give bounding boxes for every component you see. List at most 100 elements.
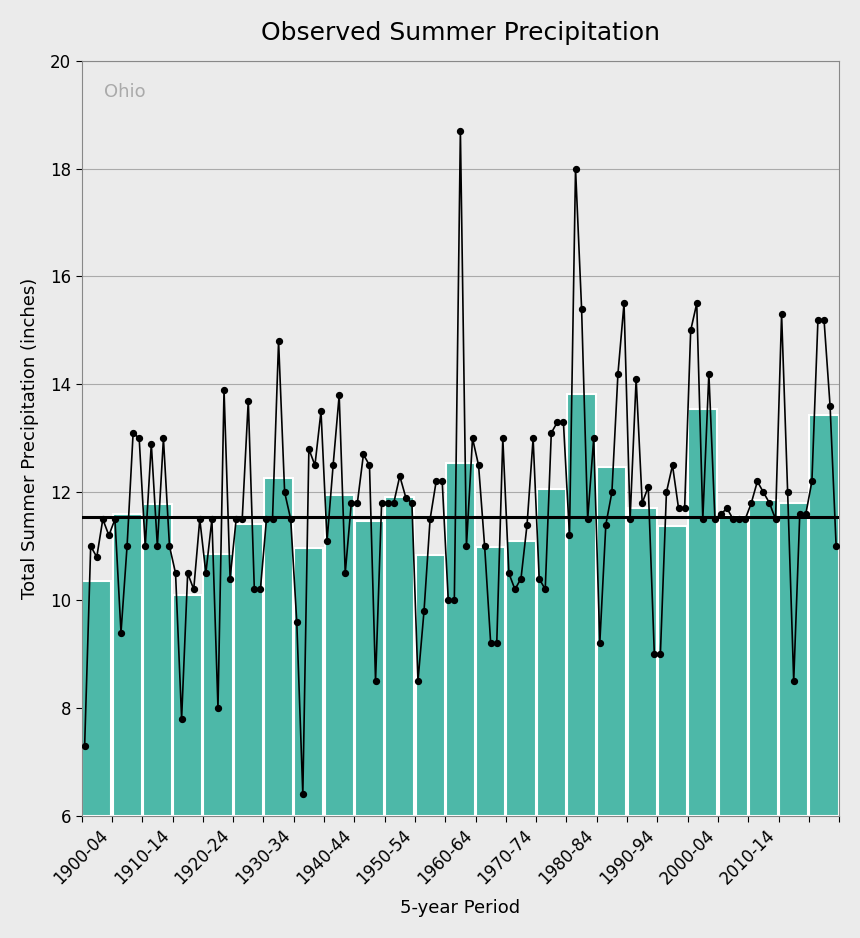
Point (411, 673, 425, 688)
Point (266, 512, 280, 527)
Point (672, 501, 685, 516)
Point (441, 593, 455, 608)
Point (811, 312, 825, 327)
Bar (355, 522, 384, 816)
Point (787, 673, 801, 688)
Point (587, 431, 600, 446)
Point (471, 458, 485, 473)
Point (254, 582, 267, 597)
Bar (294, 549, 323, 816)
Point (120, 538, 134, 553)
Point (732, 512, 746, 527)
X-axis label: 5-year Period: 5-year Period (400, 900, 520, 917)
Title: Observed Summer Precipitation: Observed Summer Precipitation (261, 21, 660, 45)
Point (751, 474, 765, 489)
Point (423, 512, 437, 527)
Point (284, 512, 298, 527)
Bar (537, 489, 566, 816)
Point (805, 474, 819, 489)
Bar (476, 547, 505, 816)
Point (769, 512, 783, 527)
Point (726, 512, 740, 527)
Point (405, 495, 419, 510)
Point (526, 431, 540, 446)
Point (369, 673, 383, 688)
Point (459, 538, 473, 553)
Point (181, 566, 194, 581)
Point (163, 538, 176, 553)
Point (550, 415, 564, 430)
Point (465, 431, 479, 446)
Bar (204, 553, 232, 816)
Point (574, 301, 588, 316)
Point (332, 387, 346, 402)
Point (514, 571, 528, 586)
Point (660, 485, 673, 500)
Point (357, 447, 371, 462)
Bar (234, 523, 263, 816)
Point (77, 738, 91, 753)
Point (393, 469, 407, 484)
Point (363, 458, 377, 473)
Point (218, 383, 231, 398)
Point (417, 603, 431, 618)
Point (496, 431, 510, 446)
Point (242, 393, 255, 408)
Bar (628, 508, 657, 816)
Point (630, 371, 643, 386)
Point (320, 534, 334, 549)
Point (763, 495, 777, 510)
Bar (324, 495, 353, 816)
Point (230, 512, 243, 527)
Bar (173, 595, 202, 816)
Point (193, 512, 206, 527)
Point (678, 501, 691, 516)
Point (453, 123, 467, 138)
Point (375, 495, 389, 510)
Point (157, 431, 170, 446)
Point (175, 711, 188, 726)
Point (648, 646, 661, 661)
Point (344, 495, 358, 510)
Text: Ohio: Ohio (104, 83, 146, 101)
Point (169, 566, 182, 581)
Bar (113, 514, 142, 816)
Point (248, 582, 261, 597)
Point (187, 582, 200, 597)
Point (654, 646, 667, 661)
Point (520, 517, 534, 532)
Point (593, 636, 606, 651)
Point (381, 495, 395, 510)
Point (690, 295, 703, 310)
Point (666, 458, 679, 473)
Point (150, 538, 164, 553)
Point (108, 512, 122, 527)
Point (314, 404, 328, 419)
Point (502, 566, 516, 581)
Bar (507, 541, 536, 816)
Point (490, 636, 504, 651)
Point (793, 507, 807, 522)
Bar (567, 394, 596, 816)
Point (624, 512, 637, 527)
Point (211, 701, 224, 716)
Point (278, 485, 292, 500)
Point (484, 636, 498, 651)
Point (132, 431, 146, 446)
Point (714, 507, 728, 522)
Bar (658, 525, 687, 816)
Point (745, 495, 759, 510)
Point (429, 474, 443, 489)
Point (114, 625, 128, 640)
Point (102, 528, 116, 543)
Point (708, 512, 722, 527)
Bar (415, 555, 445, 816)
Point (260, 512, 273, 527)
Point (696, 512, 709, 527)
Point (611, 366, 625, 381)
Point (447, 593, 461, 608)
Point (308, 458, 322, 473)
Point (829, 538, 843, 553)
Point (272, 334, 286, 349)
Point (126, 426, 140, 441)
